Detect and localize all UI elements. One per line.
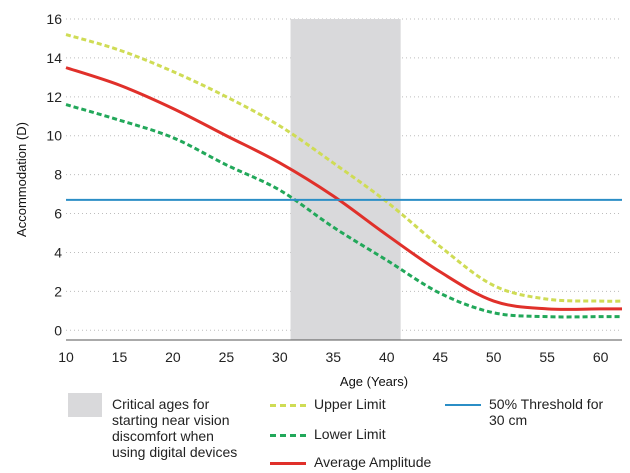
x-tick-40: 40 <box>379 349 395 365</box>
series-line-average-amplitude <box>65 66 622 311</box>
x-tick-60: 60 <box>593 349 609 365</box>
y-axis-title: Accommodation (D) <box>14 122 29 237</box>
x-tick-35: 35 <box>326 349 342 365</box>
x-tick-50: 50 <box>486 349 502 365</box>
x-tick-45: 45 <box>432 349 448 365</box>
x-tick-55: 55 <box>539 349 555 365</box>
y-tick-6: 6 <box>54 206 62 222</box>
y-tick-8: 8 <box>54 167 62 183</box>
x-tick-labels: 10 15 20 25 30 35 40 45 50 55 60 <box>58 349 608 365</box>
series-line-lower-limit <box>65 103 622 319</box>
x-tick-30: 30 <box>272 349 288 365</box>
y-tick-0: 0 <box>54 322 62 338</box>
y-tick-2: 2 <box>54 283 62 299</box>
y-tick-labels: 0 2 4 6 8 10 12 14 16 <box>46 11 62 338</box>
x-tick-25: 25 <box>219 349 235 365</box>
series-line-upper-limit <box>65 33 623 303</box>
x-axis-title: Age (Years) <box>340 374 408 389</box>
y-tick-14: 14 <box>46 50 62 66</box>
y-tick-10: 10 <box>46 128 62 144</box>
grid-lines <box>66 18 622 331</box>
y-tick-12: 12 <box>46 89 62 105</box>
y-tick-16: 16 <box>46 11 62 27</box>
y-tick-4: 4 <box>54 244 62 260</box>
x-tick-20: 20 <box>165 349 181 365</box>
x-tick-10: 10 <box>58 349 74 365</box>
series-layer <box>65 33 623 319</box>
x-tick-15: 15 <box>112 349 128 365</box>
